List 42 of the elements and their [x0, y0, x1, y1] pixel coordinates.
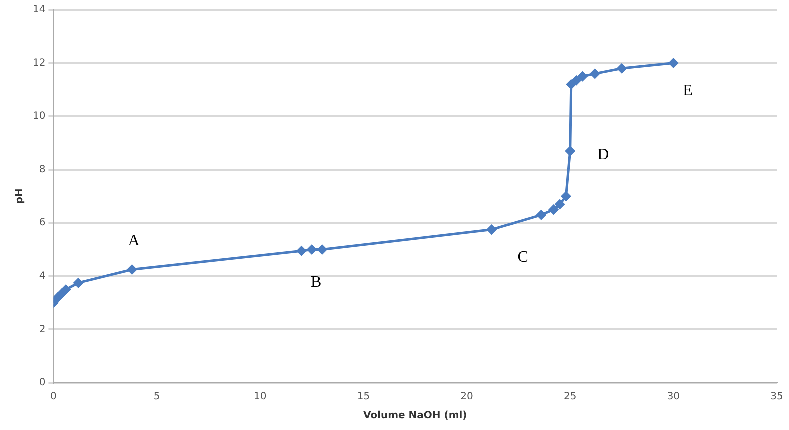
point: [57, 288, 67, 298]
y-tick-label: 6: [39, 218, 46, 229]
point: [578, 72, 588, 82]
y-tick-label: 0: [39, 378, 46, 389]
point: [128, 265, 137, 275]
point: [74, 278, 84, 288]
point: [668, 58, 678, 68]
x-tick-label: 20: [460, 392, 474, 403]
point: [536, 210, 546, 220]
x-tick-label: 0: [50, 392, 57, 403]
point: [617, 64, 627, 74]
point: [296, 246, 306, 256]
x-tick-label: 35: [770, 392, 784, 403]
x-tick-label: 25: [564, 392, 577, 403]
x-tick-label: 10: [254, 392, 267, 403]
annotation: D: [598, 146, 610, 164]
y-tick-label: 4: [39, 271, 46, 282]
annotation: B: [310, 274, 322, 292]
point: [590, 69, 600, 79]
point: [555, 200, 565, 210]
point: [566, 146, 576, 156]
y-tick-label: 12: [32, 58, 46, 69]
point: [549, 205, 559, 215]
annotation: E: [683, 82, 693, 100]
x-tick-label: 5: [154, 392, 160, 403]
y-axis-title: pH: [14, 188, 26, 204]
point: [566, 80, 576, 90]
annotation: A: [128, 232, 140, 250]
point: [307, 245, 317, 255]
x-tick-label: 30: [667, 392, 680, 403]
annotation: C: [518, 249, 528, 266]
point: [572, 76, 582, 86]
point: [318, 245, 328, 255]
x-tick-label: 15: [357, 392, 370, 403]
y-tick-label: 8: [39, 164, 46, 176]
point: [61, 285, 71, 294]
x-axis-title: Volume NaOH (ml): [363, 410, 468, 422]
y-tick-label: 10: [32, 111, 46, 122]
y-tick-label: 14: [32, 4, 46, 16]
point: [487, 225, 497, 235]
point: [561, 192, 571, 202]
y-tick-label: 2: [39, 324, 46, 336]
